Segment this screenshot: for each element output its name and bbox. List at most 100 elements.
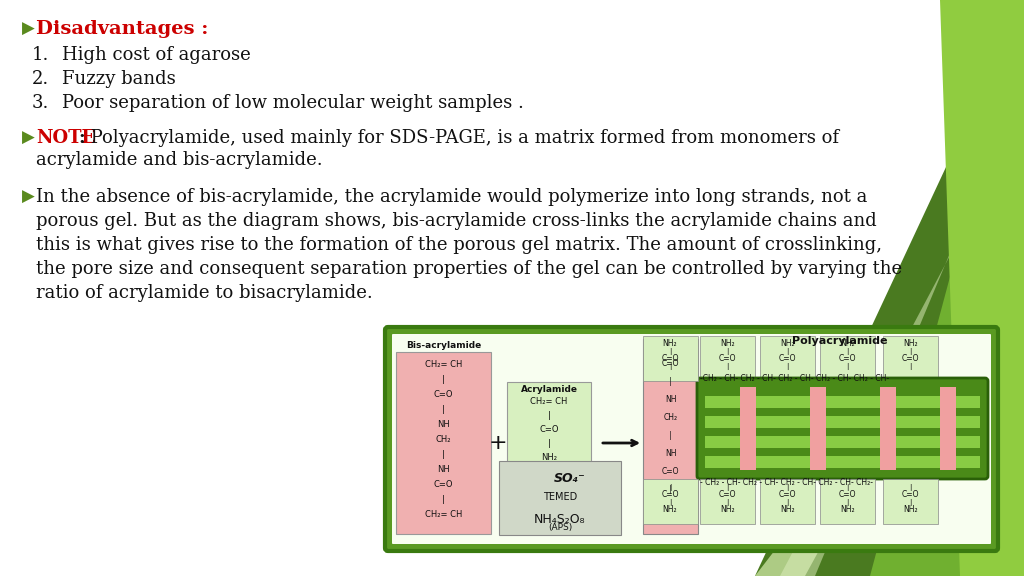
FancyBboxPatch shape	[643, 336, 698, 381]
Text: C=O: C=O	[540, 425, 559, 434]
Text: Polyacrylamide: Polyacrylamide	[793, 336, 888, 346]
Text: |: |	[909, 484, 911, 491]
Text: +: +	[488, 433, 507, 453]
FancyBboxPatch shape	[700, 336, 755, 381]
Text: C=O: C=O	[778, 354, 797, 363]
Text: |: |	[909, 499, 911, 506]
Text: NH₂: NH₂	[903, 505, 918, 514]
FancyBboxPatch shape	[760, 336, 815, 381]
Text: |: |	[670, 431, 672, 440]
FancyBboxPatch shape	[883, 336, 938, 381]
Text: |: |	[909, 348, 911, 355]
Text: ▶: ▶	[22, 188, 35, 206]
FancyBboxPatch shape	[643, 479, 698, 524]
Text: |: |	[670, 377, 672, 386]
FancyBboxPatch shape	[507, 382, 591, 479]
Text: C=O: C=O	[662, 490, 679, 499]
Text: C=O: C=O	[662, 467, 679, 476]
Text: 1.: 1.	[32, 46, 49, 64]
FancyBboxPatch shape	[392, 334, 991, 544]
Text: |: |	[846, 363, 849, 370]
Text: TEMED: TEMED	[543, 492, 578, 502]
Text: ratio of acrylamide to bisacrylamide.: ratio of acrylamide to bisacrylamide.	[36, 284, 373, 302]
Text: NH: NH	[437, 465, 450, 474]
FancyBboxPatch shape	[820, 336, 874, 381]
Text: NH₂: NH₂	[663, 505, 677, 514]
Text: |: |	[442, 450, 445, 459]
Text: C=O: C=O	[434, 390, 454, 399]
FancyBboxPatch shape	[760, 479, 815, 524]
Text: |: |	[846, 484, 849, 491]
Text: Acrylamide: Acrylamide	[520, 385, 578, 394]
FancyBboxPatch shape	[740, 387, 756, 470]
Text: C=O: C=O	[902, 354, 920, 363]
FancyBboxPatch shape	[705, 436, 980, 448]
FancyBboxPatch shape	[880, 387, 896, 470]
Text: |: |	[442, 495, 445, 504]
Text: |: |	[442, 375, 445, 384]
Polygon shape	[940, 0, 1024, 576]
Text: -CH₂ - CH- CH₂ - CH- CH₂ - CH- CH₂ - CH- CH₂ - CH-: -CH₂ - CH- CH₂ - CH- CH₂ - CH- CH₂ - CH-…	[700, 374, 889, 383]
Text: porous gel. But as the diagram shows, bis-acrylamide cross-links the acrylamide : porous gel. But as the diagram shows, bi…	[36, 212, 877, 230]
Text: C=O: C=O	[662, 354, 679, 363]
Text: |: |	[669, 348, 671, 355]
Text: NH₂: NH₂	[720, 339, 735, 348]
Text: ▶: ▶	[22, 20, 35, 38]
Text: C=O: C=O	[902, 490, 920, 499]
Text: |: |	[670, 485, 672, 494]
Text: NH₂: NH₂	[541, 453, 557, 462]
Text: |: |	[726, 363, 729, 370]
Text: |: |	[669, 499, 671, 506]
Text: NH: NH	[665, 449, 676, 458]
FancyBboxPatch shape	[643, 339, 698, 534]
Polygon shape	[870, 0, 1024, 576]
Text: |: |	[669, 484, 671, 491]
FancyBboxPatch shape	[499, 461, 621, 535]
Text: |: |	[846, 499, 849, 506]
Text: (APS): (APS)	[548, 523, 572, 532]
Text: Polyacrylamide, used mainly for SDS-PAGE, is a matrix formed from monomers of: Polyacrylamide, used mainly for SDS-PAGE…	[85, 129, 839, 147]
Text: ▶: ▶	[22, 129, 35, 147]
Text: NH₂: NH₂	[903, 339, 918, 348]
Text: CH₂= CH: CH₂= CH	[530, 397, 567, 406]
Text: Disadvantages :: Disadvantages :	[36, 20, 208, 38]
Text: :: :	[78, 129, 85, 147]
Text: |: |	[786, 499, 788, 506]
Text: |: |	[786, 363, 788, 370]
Text: CH₂= CH: CH₂= CH	[425, 360, 462, 369]
Text: C=O: C=O	[719, 354, 736, 363]
FancyBboxPatch shape	[940, 387, 956, 470]
Text: C=O: C=O	[778, 490, 797, 499]
Text: NH₂: NH₂	[780, 339, 795, 348]
Text: |: |	[726, 499, 729, 506]
Text: |: |	[726, 348, 729, 355]
Text: NH₂: NH₂	[663, 339, 677, 348]
Polygon shape	[780, 76, 1024, 576]
FancyBboxPatch shape	[700, 479, 755, 524]
Text: NH: NH	[437, 420, 450, 429]
Text: this is what gives rise to the formation of the porous gel matrix. The amount of: this is what gives rise to the formation…	[36, 236, 882, 254]
Text: |: |	[786, 348, 788, 355]
Text: Bis-acrylamide: Bis-acrylamide	[406, 341, 481, 350]
Text: CH₂: CH₂	[664, 413, 678, 422]
Text: |: |	[442, 405, 445, 414]
Text: NH₂: NH₂	[840, 505, 855, 514]
Text: CH₂= CH: CH₂= CH	[425, 510, 462, 519]
Text: High cost of agarose: High cost of agarose	[62, 46, 251, 64]
Polygon shape	[755, 176, 1024, 576]
Text: C=O: C=O	[719, 490, 736, 499]
FancyBboxPatch shape	[820, 479, 874, 524]
Text: |: |	[909, 363, 911, 370]
Text: NOTE: NOTE	[36, 129, 95, 147]
Text: NH₂: NH₂	[720, 505, 735, 514]
Text: |: |	[786, 484, 788, 491]
FancyBboxPatch shape	[385, 327, 998, 551]
Text: CH₂: CH₂	[436, 435, 452, 444]
Text: |: |	[846, 348, 849, 355]
FancyBboxPatch shape	[705, 416, 980, 428]
Text: 2.: 2.	[32, 70, 49, 88]
Text: |: |	[726, 484, 729, 491]
Text: |: |	[548, 411, 551, 420]
Text: C=O: C=O	[662, 359, 679, 368]
Text: |: |	[669, 363, 671, 370]
